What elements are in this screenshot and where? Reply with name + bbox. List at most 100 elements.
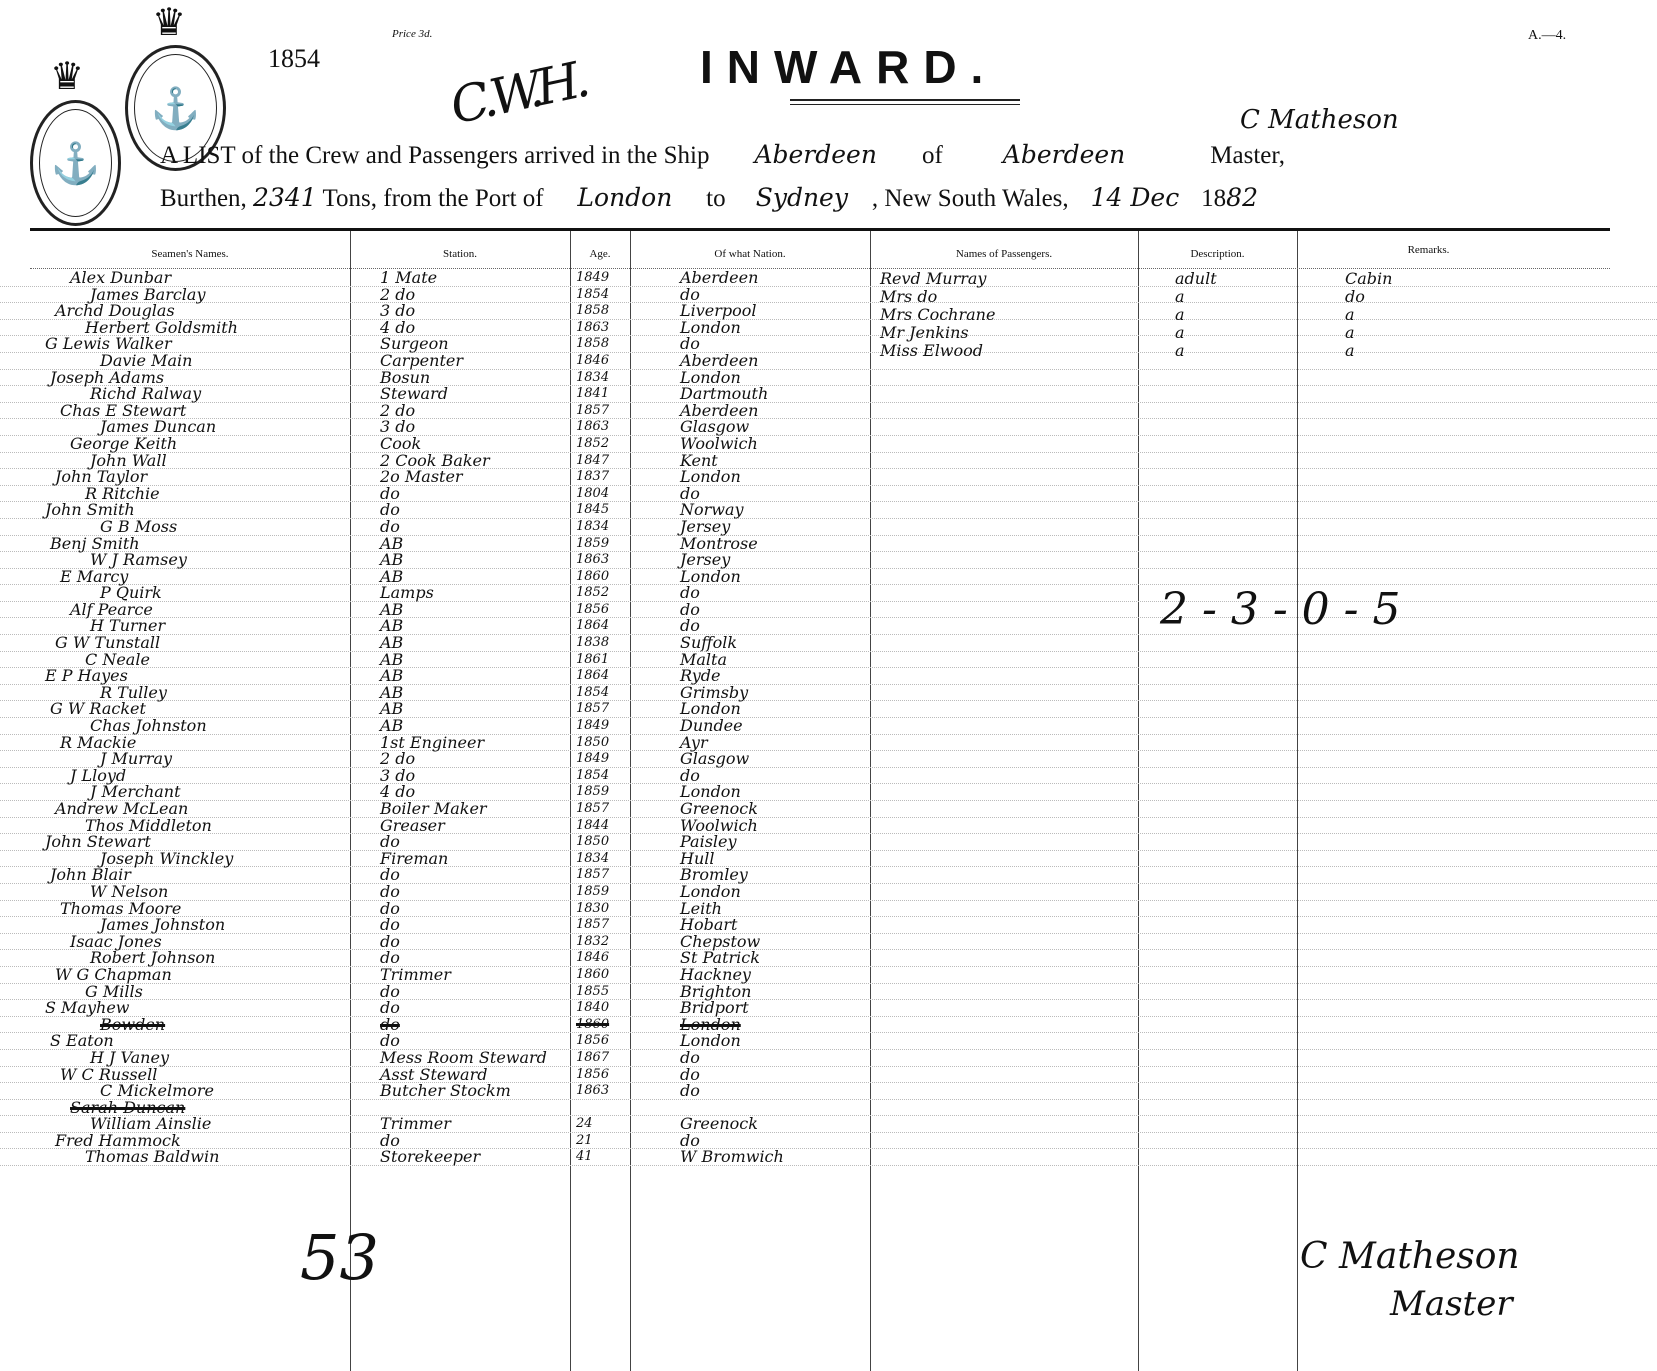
age: 1856 — [576, 1066, 610, 1082]
station: Fireman — [380, 848, 449, 868]
station: do — [380, 1031, 400, 1051]
column-divider — [630, 231, 631, 1371]
seaman-name: G B Moss — [100, 516, 178, 536]
age: 1864 — [576, 668, 610, 684]
seaman-name: C Mickelmore — [100, 1081, 214, 1101]
crew-row: Bowden do 1860 London — [0, 1014, 1657, 1034]
age: 1854 — [576, 286, 610, 302]
station: 3 do — [380, 765, 416, 785]
seaman-name: Benj Smith — [50, 533, 140, 553]
remarks: a — [1345, 305, 1355, 324]
crew-row: G W Tunstall AB 1838 Suffolk — [0, 635, 1657, 652]
passenger-name: Revd Murray — [880, 269, 987, 288]
seaman-name: Thomas Baldwin — [85, 1147, 220, 1167]
nation: Kent — [680, 450, 718, 470]
seaman-name: J Merchant — [90, 782, 181, 802]
age: 1867 — [576, 1049, 610, 1065]
age: 1857 — [576, 917, 610, 933]
station: AB — [380, 550, 404, 570]
label: of — [921, 142, 943, 169]
age: 1863 — [576, 419, 610, 435]
tonnage: 2341 — [253, 183, 317, 212]
nation: do — [680, 765, 700, 785]
passenger-row: Mrs Cochrane a a — [0, 306, 1657, 324]
crew-row: H J Vaney Mess Room Steward 1867 do — [0, 1049, 1657, 1067]
nation: do — [680, 284, 700, 304]
seaman-name: R Mackie — [60, 732, 137, 752]
station: 4 do — [380, 782, 416, 802]
crew-row: Archd Douglas 3 do 1858 Liverpool — [0, 303, 1657, 320]
ship-name: Aberdeen — [754, 140, 877, 169]
station: do — [380, 981, 400, 1001]
station: 2 do — [380, 749, 416, 769]
age: 1854 — [576, 767, 610, 783]
age: 1863 — [576, 319, 610, 335]
crew-row: Alex Dunbar 1 Mate 1849 Aberdeen — [0, 270, 1657, 287]
station: 2 Cook Baker — [380, 450, 490, 470]
nation: Aberdeen — [680, 268, 759, 287]
station: 2 do — [380, 400, 416, 420]
description: a — [1175, 305, 1185, 324]
seaman-name: John Wall — [90, 450, 167, 470]
age: 1857 — [576, 867, 610, 883]
age: 1856 — [576, 601, 610, 617]
label: Master, — [1210, 142, 1285, 169]
seaman-name: James Barclay — [90, 284, 206, 304]
column-header-station: Station. — [443, 248, 477, 260]
column-header-remarks: Remarks. — [1407, 244, 1450, 256]
crew-total: 53 — [300, 1221, 379, 1294]
age: 1832 — [576, 933, 610, 949]
station: AB — [380, 666, 404, 686]
remarks: Cabin — [1345, 269, 1393, 288]
station: Bosun — [380, 367, 431, 387]
crew-row: James Duncan 3 do 1863 Glasgow — [0, 419, 1657, 436]
age: 1859 — [576, 535, 610, 551]
crew-row: Chas Johnston AB 1849 Dundee — [0, 718, 1657, 735]
age: 1834 — [576, 369, 610, 385]
seaman-name: Robert Johnson — [90, 948, 216, 968]
column-header-passenger-names: Names of Passengers. — [955, 248, 1053, 260]
nation: Hackney — [680, 964, 751, 984]
shipping-master-seal-left: ⚓ — [30, 100, 121, 226]
age: 24 — [576, 1116, 593, 1132]
crew-row: John Stewart do 1850 Paisley — [0, 834, 1657, 851]
station: do — [380, 948, 400, 968]
seaman-name: Sarah Duncan — [70, 1097, 186, 1117]
nation: Hull — [680, 848, 715, 868]
age: 1849 — [576, 270, 610, 285]
station: do — [380, 998, 400, 1018]
crew-row: Joseph Winckley Fireman 1834 Hull — [0, 848, 1657, 868]
nation: Greenock — [680, 1114, 758, 1134]
age: 1859 — [576, 784, 610, 800]
crew-row: William Ainslie Trimmer 24 Greenock — [0, 1116, 1657, 1133]
crew-row: John Taylor 2o Master 1837 London — [0, 469, 1657, 486]
age: 1864 — [576, 618, 610, 634]
description: a — [1175, 287, 1185, 306]
station: Cook — [380, 433, 422, 453]
seaman-name: S Mayhew — [45, 998, 130, 1018]
station: do — [380, 915, 400, 935]
label: 18 — [1201, 185, 1227, 212]
age: 1846 — [576, 950, 610, 966]
nation: London — [680, 1014, 741, 1034]
nation: Leith — [680, 898, 722, 918]
nation: Chepstow — [680, 931, 761, 951]
nation: London — [680, 566, 741, 586]
age: 1847 — [576, 452, 610, 468]
crew-row: C Neale AB 1861 Malta — [0, 651, 1657, 669]
crew-row: J Murray 2 do 1849 Glasgow — [0, 751, 1657, 768]
age: 1855 — [576, 983, 610, 999]
passenger-name: Mr Jenkins — [880, 323, 969, 342]
label: Tons, from the Port of — [322, 185, 544, 212]
form-year: 1854 — [268, 44, 320, 73]
seaman-name: G W Racket — [50, 699, 146, 719]
age: 1863 — [576, 552, 610, 568]
header-line-1: A LIST of the Crew and Passengers arrive… — [160, 140, 1285, 171]
crew-row: G B Moss do 1834 Jersey — [0, 516, 1657, 536]
nation: Suffolk — [680, 633, 738, 653]
nation: do — [680, 583, 700, 603]
station: do — [380, 865, 400, 885]
description: a — [1175, 323, 1185, 342]
station: Boiler Maker — [380, 799, 487, 818]
crew-row: G W Racket AB 1857 London — [0, 699, 1657, 719]
